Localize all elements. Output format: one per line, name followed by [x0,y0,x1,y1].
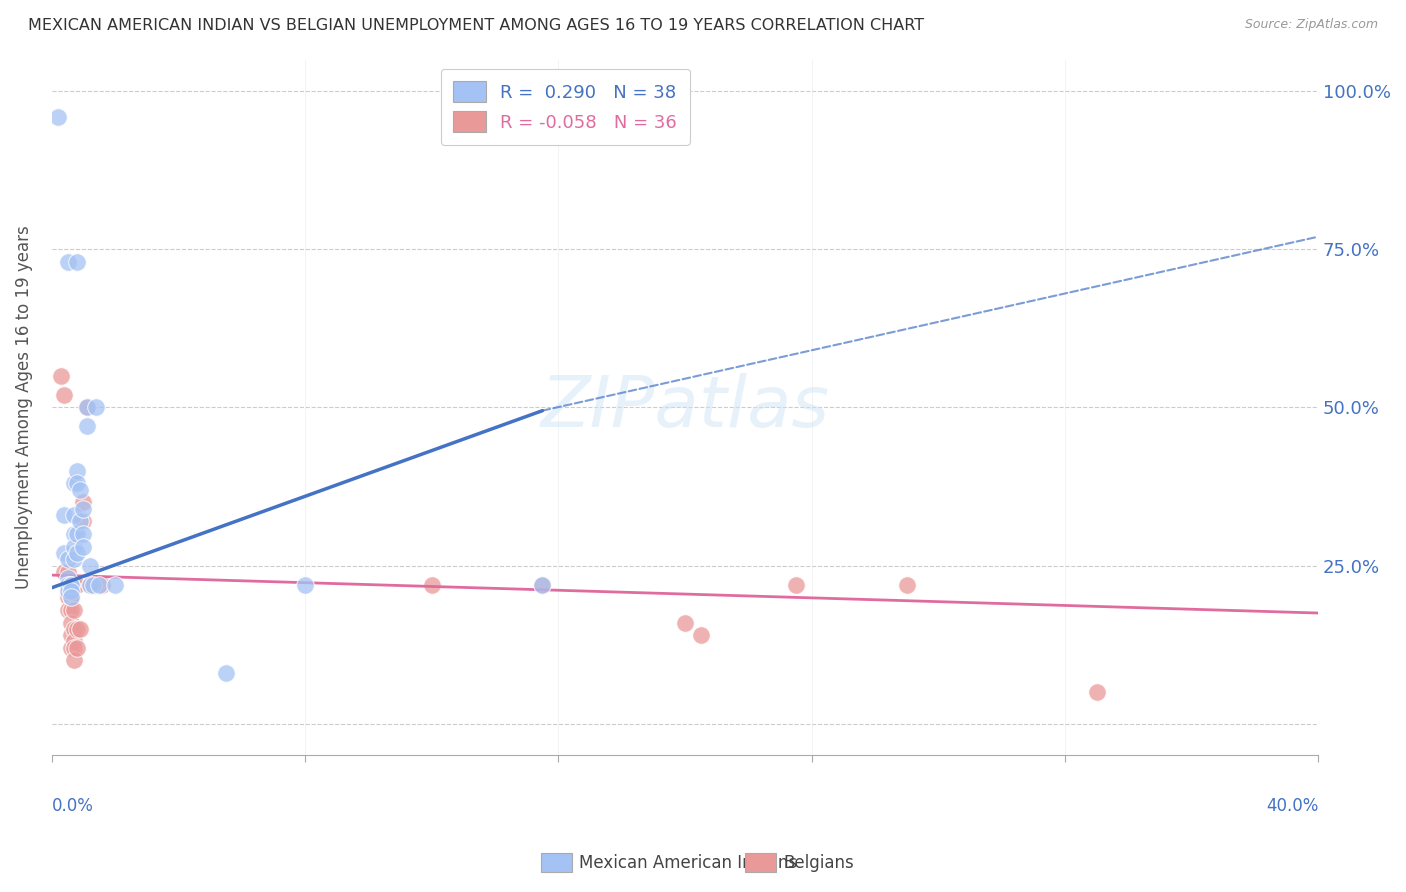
Point [56,571,79,585]
Point [56,577,79,591]
Point [72,540,94,554]
Point [53,565,76,579]
Text: ZIPatlas: ZIPatlas [540,373,830,442]
Point [63,634,86,648]
Point [59,583,82,598]
Point [66,577,89,591]
Point [72,514,94,528]
Point [294,577,316,591]
Point [63,603,86,617]
Point [79,577,101,591]
Point [56,255,79,269]
Point [69,483,91,497]
Point [63,508,86,522]
Point [66,255,89,269]
Text: MEXICAN AMERICAN INDIAN VS BELGIAN UNEMPLOYMENT AMONG AGES 16 TO 19 YEARS CORREL: MEXICAN AMERICAN INDIAN VS BELGIAN UNEMP… [28,18,924,33]
Point [215,666,238,681]
Point [66,464,89,478]
Point [59,583,82,598]
Y-axis label: Unemployment Among Ages 16 to 19 years: Unemployment Among Ages 16 to 19 years [15,226,32,590]
Point [84,401,107,415]
Point [59,591,82,605]
Point [63,622,86,636]
Point [72,495,94,509]
Point [79,558,101,573]
Point [63,640,86,655]
Point [89,577,111,591]
Point [82,577,104,591]
Point [59,591,82,605]
Point [56,552,79,566]
Point [59,615,82,630]
Point [66,546,89,560]
Point [59,577,82,591]
Point [59,640,82,655]
Point [59,628,82,642]
Point [104,577,127,591]
Text: Belgians: Belgians [783,854,853,871]
Point [76,401,98,415]
Point [53,388,76,402]
Point [51,368,73,383]
Point [59,577,82,591]
Point [63,653,86,667]
Point [531,577,554,591]
Point [56,591,79,605]
Point [69,622,91,636]
Point [63,476,86,491]
Text: Mexican American Indians: Mexican American Indians [579,854,797,871]
Point [1085,685,1108,699]
Point [420,577,443,591]
Point [56,565,79,579]
Point [66,640,89,655]
Point [63,577,86,591]
Point [673,615,696,630]
Point [69,514,91,528]
Point [72,501,94,516]
Point [66,622,89,636]
Point [76,401,98,415]
Point [56,577,79,591]
Point [46,110,69,124]
Point [56,603,79,617]
Point [59,603,82,617]
Legend: R =  0.290   N = 38, R = -0.058   N = 36: R = 0.290 N = 38, R = -0.058 N = 36 [440,69,690,145]
Point [53,508,76,522]
Point [689,628,711,642]
Point [63,527,86,541]
Point [59,577,82,591]
Point [63,540,86,554]
Point [896,577,918,591]
Text: 0.0%: 0.0% [52,797,94,815]
Point [72,527,94,541]
Text: Source: ZipAtlas.com: Source: ZipAtlas.com [1244,18,1378,31]
Point [53,546,76,560]
Point [63,552,86,566]
Text: 40.0%: 40.0% [1265,797,1319,815]
Point [79,577,101,591]
Point [91,577,114,591]
Point [785,577,807,591]
Point [531,577,554,591]
Point [76,419,98,434]
Point [66,527,89,541]
Point [56,583,79,598]
Point [66,476,89,491]
